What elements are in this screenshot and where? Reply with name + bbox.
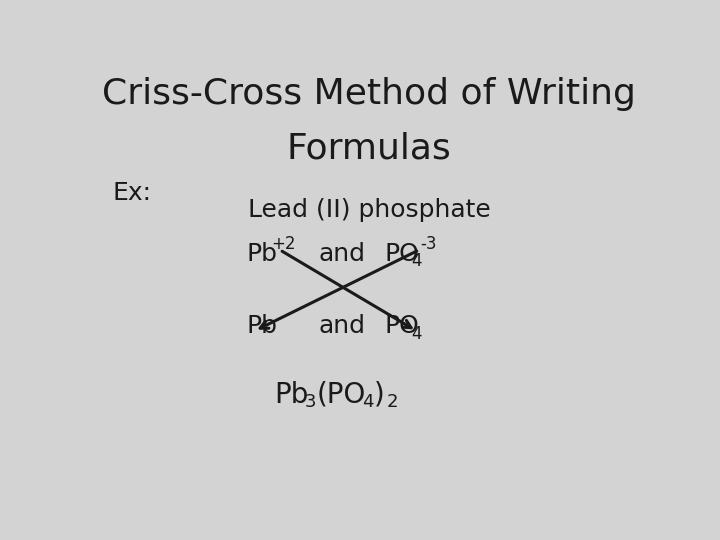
Text: and: and xyxy=(319,241,366,266)
Text: Formulas: Formulas xyxy=(287,131,451,165)
Text: ): ) xyxy=(374,381,384,409)
Text: 4: 4 xyxy=(361,393,373,411)
Text: PO: PO xyxy=(384,241,419,266)
Text: PO: PO xyxy=(384,314,419,338)
Text: 3: 3 xyxy=(305,393,316,411)
Text: Criss-Cross Method of Writing: Criss-Cross Method of Writing xyxy=(102,77,636,111)
Text: Pb: Pb xyxy=(246,314,277,338)
Text: 4: 4 xyxy=(411,325,422,343)
Text: 4: 4 xyxy=(411,252,422,270)
Text: Ex:: Ex: xyxy=(112,181,151,205)
Text: +2: +2 xyxy=(271,235,296,253)
Text: 2: 2 xyxy=(387,393,397,411)
Text: Lead (II) phosphate: Lead (II) phosphate xyxy=(248,198,490,222)
Text: Pb: Pb xyxy=(246,241,277,266)
Text: and: and xyxy=(319,314,366,338)
Text: (PO: (PO xyxy=(317,381,366,409)
Text: Pb: Pb xyxy=(274,381,308,409)
Text: -3: -3 xyxy=(420,235,437,253)
